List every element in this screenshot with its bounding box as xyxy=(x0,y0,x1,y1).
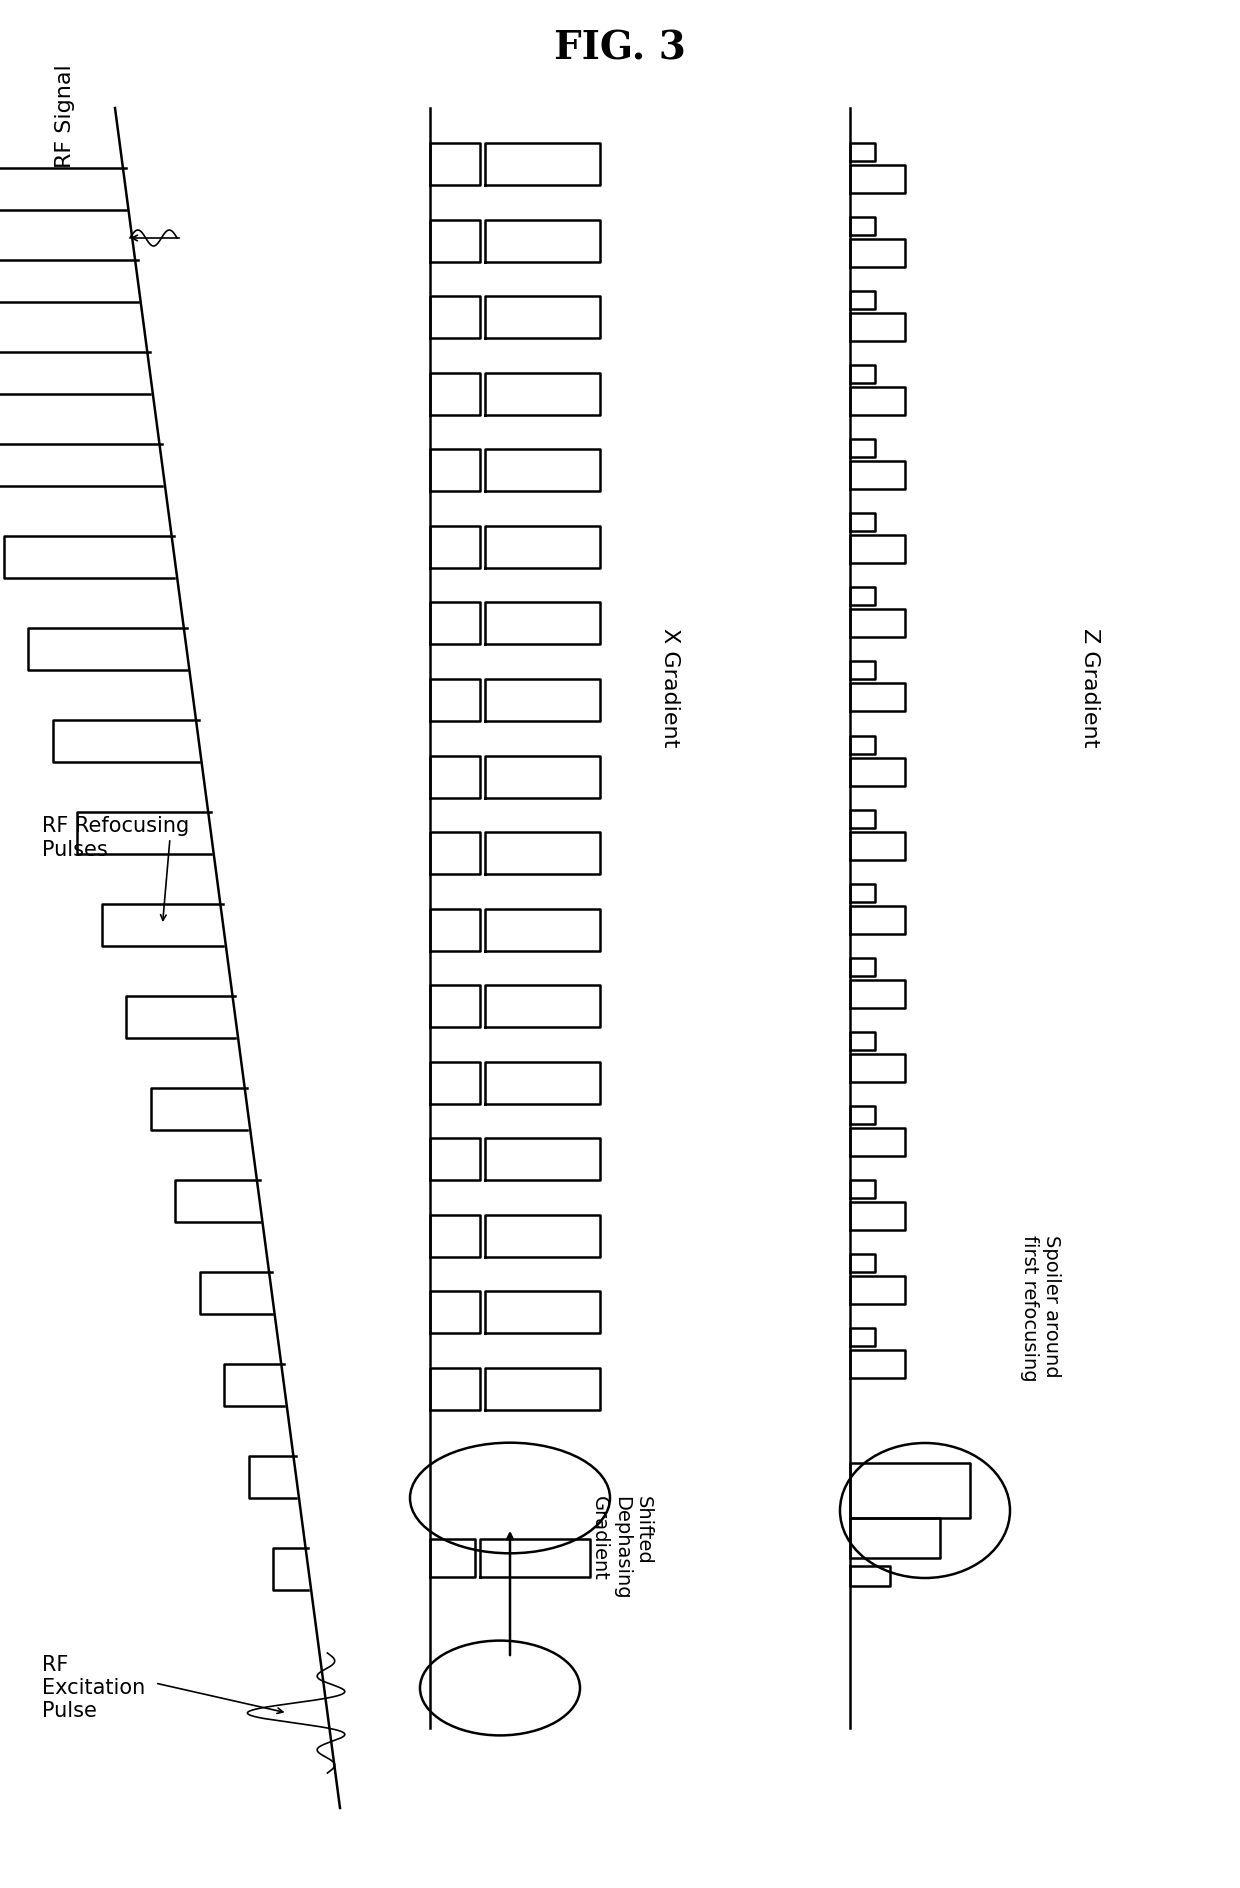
Text: X Gradient: X Gradient xyxy=(660,629,680,748)
Text: RF
Excitation
Pulse: RF Excitation Pulse xyxy=(42,1654,145,1722)
Text: Spoiler around
first refocusing: Spoiler around first refocusing xyxy=(1021,1235,1061,1382)
Text: Z Gradient: Z Gradient xyxy=(1080,629,1100,748)
Text: RF Refocusing
Pulses: RF Refocusing Pulses xyxy=(42,816,190,859)
Text: FIG. 3: FIG. 3 xyxy=(554,30,686,68)
Text: Shifted
Dephasing
Gradient: Shifted Dephasing Gradient xyxy=(590,1495,653,1599)
Text: RF Signal: RF Signal xyxy=(55,64,74,168)
